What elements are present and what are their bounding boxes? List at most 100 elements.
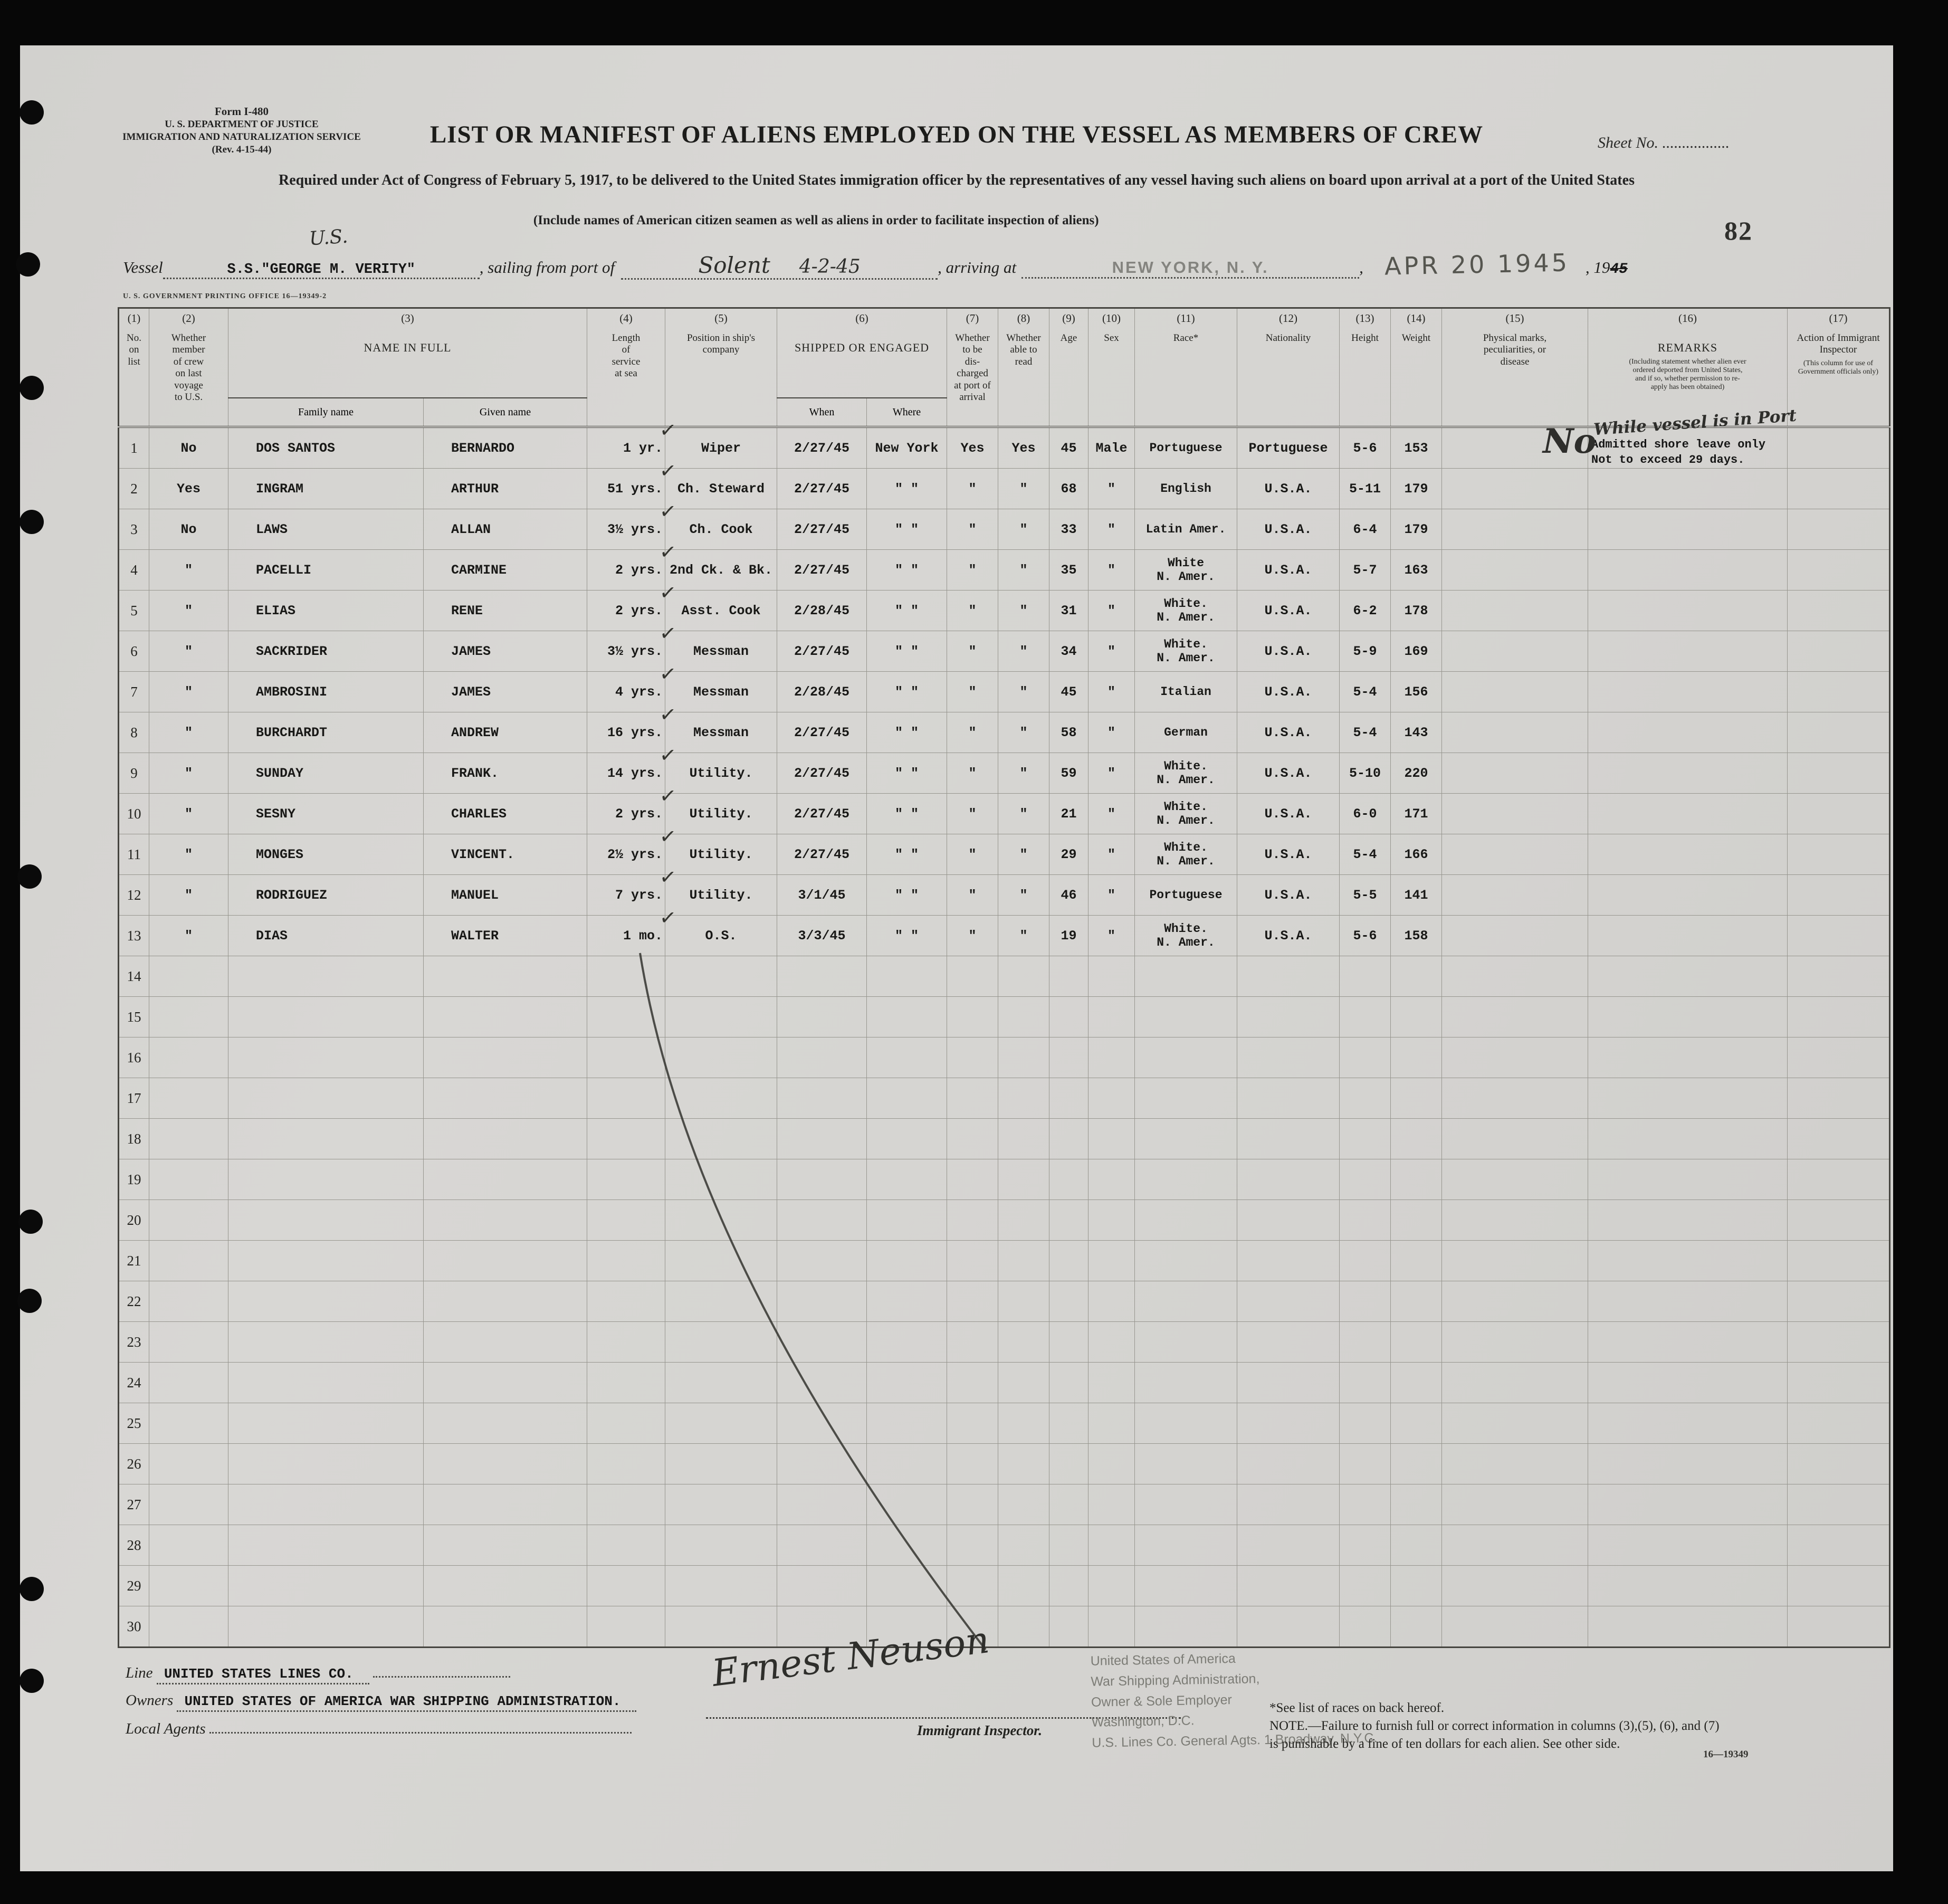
cell-remarks (1588, 1525, 1788, 1566)
cell-race: Latin Amer. (1134, 509, 1237, 550)
cell-where (866, 1321, 947, 1363)
cell-no: 7 (118, 671, 149, 712)
cell-position (665, 1199, 777, 1241)
cell-height (1339, 1199, 1391, 1241)
cell-length (587, 1443, 665, 1484)
year-label: , 19 (1585, 258, 1610, 277)
cell-no: 16 (118, 1037, 149, 1078)
cell-discharged: " (947, 631, 998, 672)
cell-where (866, 1403, 947, 1444)
cell-nationality (1237, 1484, 1340, 1525)
cell-race (1134, 1565, 1237, 1606)
cell-family (228, 1606, 424, 1648)
cell-position: Utility. (665, 793, 777, 834)
cell-height: 5-6 (1339, 426, 1391, 469)
cell-sex (1088, 1281, 1135, 1322)
cell-where (866, 956, 947, 997)
cell-discharged (947, 1443, 998, 1484)
cell-age (1049, 1525, 1088, 1566)
cell-remarks (1588, 1118, 1788, 1159)
cell-nationality: U.S.A. (1237, 753, 1340, 794)
hole-punch-mark (20, 1669, 44, 1693)
table-row: 1 No DOS SANTOS BERNARDO 1 yr. ✓ Wiper 2/27/45 N… (118, 406, 1890, 469)
local-agents-dotted-line (209, 1732, 632, 1734)
table-row: 13 " DIAS WALTER 1 mo. ✓ O.S. 3/3/45 " " " " 19 " Whi… (118, 905, 1890, 956)
local-agents-field: Local Agents (126, 1720, 632, 1738)
cell-weight (1390, 1199, 1442, 1241)
cell-length (587, 1078, 665, 1119)
cell-weight (1390, 1240, 1442, 1281)
cell-sex (1088, 1037, 1135, 1078)
cell-race (1134, 1199, 1237, 1241)
handwritten-check-mark: ✓ (658, 905, 678, 930)
cell-member (149, 1037, 228, 1078)
cell-discharged (947, 1484, 998, 1525)
cell-when (777, 1199, 867, 1241)
cell-position (665, 1078, 777, 1119)
cell-discharged: " (947, 915, 998, 956)
cell-family (228, 1078, 424, 1119)
cell-when: 2/27/45 (777, 549, 867, 591)
cell-read: " (998, 793, 1049, 834)
cell-age: 31 (1049, 590, 1088, 631)
cell-position: Utility. (665, 753, 777, 794)
cell-weight (1390, 1321, 1442, 1363)
cell-where: " " (866, 753, 947, 794)
cell-member (149, 1159, 228, 1200)
handwritten-check-mark: ✓ (658, 458, 678, 483)
cell-family: RODRIGUEZ (228, 874, 424, 916)
cell-height (1339, 1240, 1391, 1281)
cell-age (1049, 1118, 1088, 1159)
footnotes: *See list of races on back hereof. NOTE.… (1269, 1699, 1720, 1753)
cell-age: 21 (1049, 793, 1088, 834)
cell-weight (1390, 1606, 1442, 1648)
page-number-stamp: 82 (1724, 216, 1753, 245)
year-struck-value: 45 (1610, 261, 1628, 278)
cell-race: White. N. Amer. (1134, 915, 1237, 956)
cell-race (1134, 996, 1237, 1037)
cell-length: 1 mo. ✓ (587, 905, 677, 956)
cell-when (777, 1281, 867, 1322)
cell-race (1134, 1240, 1237, 1281)
sailing-date-handwritten: 4-2-45 (799, 256, 861, 278)
cell-marks (1441, 468, 1588, 509)
cell-where (866, 1484, 947, 1525)
cell-remarks (1588, 1321, 1788, 1363)
cell-weight: 143 (1390, 712, 1442, 753)
cell-where: " " (866, 549, 947, 591)
cell-read (998, 1199, 1049, 1241)
cell-where (866, 1199, 947, 1241)
printing-office-note: U. S. GOVERNMENT PRINTING OFFICE 16—1934… (123, 292, 327, 300)
cell-position: Messman (665, 712, 777, 753)
cell-family (228, 1565, 424, 1606)
cell-marks (1441, 1565, 1588, 1606)
cell-member (149, 996, 228, 1037)
cell-family (228, 1443, 424, 1484)
cell-weight: 179 (1390, 509, 1442, 550)
cell-action (1787, 1565, 1890, 1606)
cell-family: ELIAS (228, 590, 424, 631)
cell-age (1049, 1321, 1088, 1363)
cell-where: " " (866, 631, 947, 672)
cell-race: English (1134, 468, 1237, 509)
cell-action (1787, 590, 1890, 631)
cell-nationality: U.S.A. (1237, 509, 1340, 550)
handwritten-check-mark: ✓ (658, 864, 678, 890)
cell-read (998, 1240, 1049, 1281)
cell-position: Asst. Cook (665, 590, 777, 631)
cell-age: 33 (1049, 509, 1088, 550)
cell-length: 4 yrs. ✓ (587, 661, 677, 712)
cell-no: 26 (118, 1443, 149, 1484)
cell-where (866, 1159, 947, 1200)
cell-length: 1 yr. ✓ (587, 417, 677, 469)
table-row: 7 " AMBROSINI JAMES 4 yrs. ✓ Messman 2/28/45 " "… (118, 661, 1890, 712)
cell-marks (1441, 1606, 1588, 1648)
cell-no: 23 (118, 1321, 149, 1363)
cell-sex (1088, 1118, 1135, 1159)
cell-given (423, 1281, 587, 1322)
col-header-no: (1) No. on list (118, 308, 149, 428)
cell-age (1049, 1606, 1088, 1648)
cell-action (1787, 468, 1890, 509)
cell-when: 2/27/45 (777, 631, 867, 672)
cell-member: " (149, 753, 228, 794)
